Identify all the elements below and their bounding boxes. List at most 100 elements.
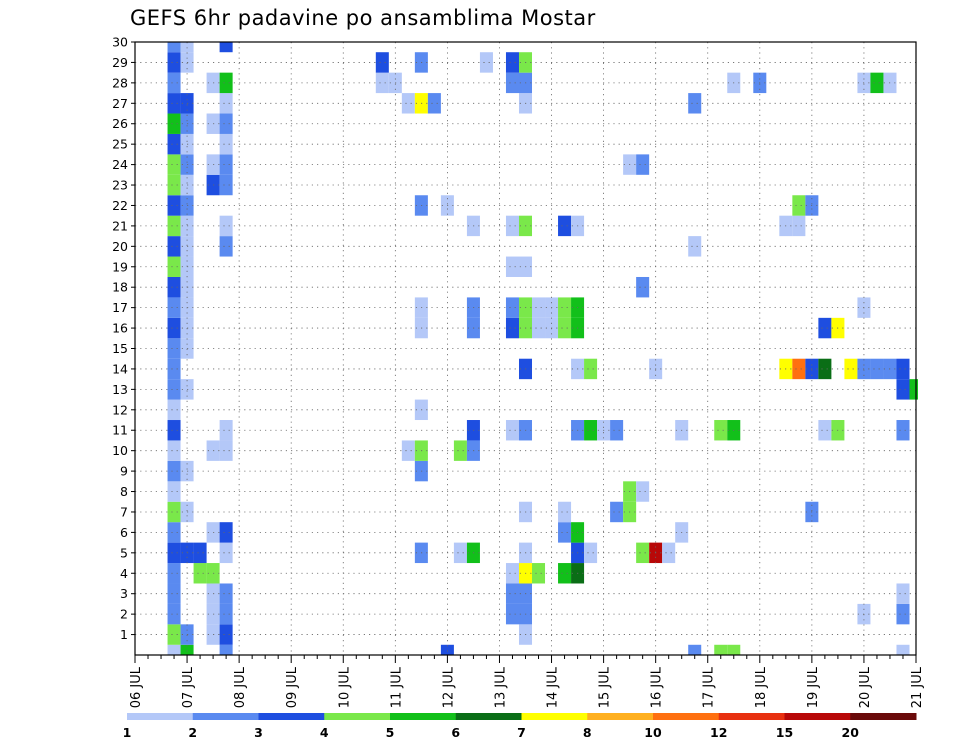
x-tick-label: 19 JUL <box>806 666 821 708</box>
heatmap-cell <box>167 133 181 155</box>
heatmap-cell <box>636 154 650 175</box>
heatmap-cell <box>505 563 519 584</box>
y-tick-label: 6 <box>120 525 128 540</box>
legend-label: 12 <box>710 725 727 740</box>
legend-swatch <box>324 713 391 720</box>
heatmap-cell <box>688 236 702 257</box>
heatmap-cell <box>167 420 181 441</box>
legend-swatch <box>587 713 654 720</box>
y-tick-label: 11 <box>112 423 128 438</box>
heatmap-cell <box>180 42 194 53</box>
heatmap-cell <box>219 72 233 94</box>
x-tick-label: 15 JUL <box>598 666 613 708</box>
heatmap-cell <box>610 501 624 523</box>
heatmap-cell <box>167 154 181 175</box>
heatmap-cell <box>818 317 832 339</box>
heatmap-cell <box>219 93 233 114</box>
legend-label: 3 <box>254 725 263 740</box>
heatmap-cell <box>167 174 181 196</box>
x-tick-label: 09 JUL <box>285 666 300 708</box>
heatmap-cell <box>792 195 806 216</box>
heatmap-cell <box>688 93 702 114</box>
heatmap-cell <box>610 420 624 441</box>
heatmap-cell <box>167 338 181 359</box>
heatmap-cell <box>818 420 832 441</box>
heatmap-cell <box>167 42 181 53</box>
legend-swatch <box>784 713 851 720</box>
x-tick-label: 10 JUL <box>337 666 352 708</box>
heatmap-cell <box>636 542 650 564</box>
x-tick-label: 18 JUL <box>754 666 769 708</box>
heatmap-cell <box>167 379 181 400</box>
heatmap-cell <box>714 420 728 441</box>
legend-label: 6 <box>451 725 460 740</box>
heatmap-cell <box>896 379 910 400</box>
heatmap-cell <box>167 522 181 543</box>
heatmap-cell <box>505 72 519 94</box>
heatmap-cell <box>219 644 233 655</box>
heatmap-cell <box>896 583 910 604</box>
heatmap-cell <box>219 215 233 237</box>
heatmap-cell <box>505 603 519 625</box>
heatmap-cell <box>219 174 233 196</box>
heatmap-cell <box>505 297 519 318</box>
heatmap-cell <box>714 644 728 655</box>
heatmap-cell <box>167 256 181 277</box>
legend-label: 5 <box>386 725 395 740</box>
x-tick-label: 11 JUL <box>389 666 404 708</box>
heatmap-cell <box>219 583 233 604</box>
legend-label: 8 <box>583 725 592 740</box>
y-tick-label: 28 <box>112 75 128 90</box>
heatmap-cell <box>479 52 493 73</box>
heatmap-cell <box>532 563 546 584</box>
heatmap-cell <box>844 358 858 380</box>
y-tick-label: 15 <box>112 341 128 356</box>
heatmap-cell <box>219 154 233 175</box>
heatmap-cell <box>453 440 467 461</box>
y-tick-label: 25 <box>112 137 128 152</box>
x-tick-label: 17 JUL <box>702 666 717 708</box>
heatmap-cell <box>219 113 233 134</box>
chart-title: GEFS 6hr padavine po ansamblima Mostar <box>130 6 596 30</box>
heatmap-cell <box>167 276 181 298</box>
heatmap-cell <box>401 440 415 461</box>
y-tick-label: 29 <box>112 55 128 70</box>
y-tick-label: 27 <box>112 96 128 111</box>
heatmap-cell <box>818 358 832 380</box>
heatmap-cell <box>662 542 676 564</box>
heatmap-cell <box>532 317 546 339</box>
heatmap-cell <box>532 297 546 318</box>
heatmap-cell <box>167 563 181 584</box>
y-tick-label: 3 <box>120 586 128 601</box>
legend-label: 4 <box>320 725 329 740</box>
heatmap-cell <box>167 297 181 318</box>
heatmap-cell <box>505 256 519 277</box>
heatmap-cell <box>558 297 572 318</box>
heatmap-cell <box>896 603 910 625</box>
heatmap-cell <box>167 72 181 94</box>
y-tick-label: 18 <box>112 280 128 295</box>
y-tick-label: 21 <box>112 218 128 233</box>
y-tick-label: 7 <box>120 504 128 519</box>
y-tick-label: 16 <box>112 321 128 336</box>
heatmap-cell <box>909 379 918 400</box>
heatmap-cell <box>896 358 910 380</box>
x-tick-label: 14 JUL <box>546 666 561 708</box>
heatmap-cell <box>167 460 181 482</box>
heatmap-cell <box>167 52 181 73</box>
heatmap-cell <box>167 501 181 523</box>
heatmap-cell <box>584 542 598 564</box>
heatmap-cell <box>167 481 181 502</box>
legend-swatch <box>127 713 194 720</box>
heatmap-cell <box>193 563 207 584</box>
heatmap-cell <box>584 420 598 441</box>
heatmap-cell <box>167 358 181 380</box>
y-tick-label: 13 <box>112 382 128 397</box>
heatmap-cell <box>219 440 233 461</box>
heatmap-cell <box>558 215 572 237</box>
heatmap-cell <box>167 236 181 257</box>
heatmap-cell <box>558 522 572 543</box>
heatmap-cell <box>558 317 572 339</box>
heatmap-cell <box>219 236 233 257</box>
